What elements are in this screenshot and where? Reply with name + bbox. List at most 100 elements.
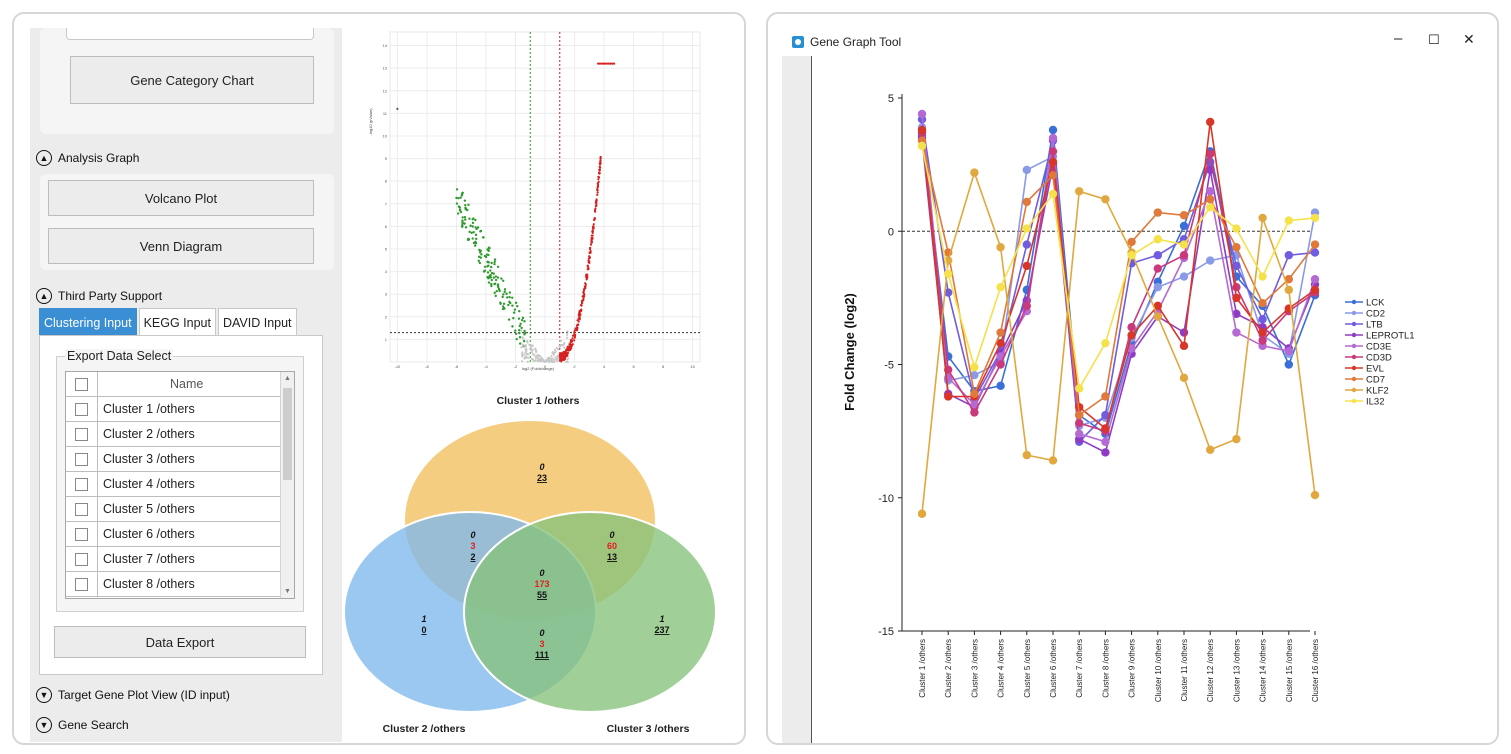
gene-search-header[interactable]: ▼ Gene Search: [36, 717, 129, 733]
data-point[interactable]: [1048, 157, 1058, 167]
scrollbar-thumb[interactable]: [283, 388, 292, 480]
gene-category-chart-button[interactable]: Gene Category Chart: [70, 56, 314, 104]
data-point[interactable]: [1258, 299, 1267, 308]
window-title-bar[interactable]: Gene Graph Tool: [792, 35, 901, 49]
data-point[interactable]: [1127, 237, 1136, 247]
data-point[interactable]: [1048, 147, 1058, 156]
table-row[interactable]: Cluster 6 /others: [66, 522, 280, 547]
row-checkbox[interactable]: [75, 528, 88, 541]
data-point[interactable]: [1179, 373, 1189, 383]
data-point[interactable]: [1075, 418, 1084, 428]
data-point[interactable]: [917, 125, 927, 135]
target-gene-plot-view-header[interactable]: ▼ Target Gene Plot View (ID input): [36, 687, 230, 703]
data-point[interactable]: [1153, 235, 1162, 244]
top-cut-input[interactable]: [66, 28, 314, 40]
data-point[interactable]: [1127, 330, 1136, 340]
row-checkbox[interactable]: [75, 503, 88, 516]
data-point[interactable]: [996, 243, 1005, 252]
data-point[interactable]: [1179, 221, 1189, 231]
data-point[interactable]: [1284, 360, 1293, 369]
data-point[interactable]: [1258, 272, 1267, 281]
scroll-down-icon[interactable]: ▼: [284, 588, 291, 595]
data-point[interactable]: [1284, 216, 1293, 225]
maximize-icon[interactable]: ☐: [1428, 32, 1440, 47]
row-checkbox[interactable]: [75, 403, 88, 416]
data-point[interactable]: [1232, 434, 1241, 444]
series-il32[interactable]: [917, 141, 1320, 393]
data-point[interactable]: [970, 400, 979, 409]
tab-kegg-input[interactable]: KEGG Input: [138, 308, 216, 336]
data-point[interactable]: [917, 109, 927, 119]
data-point[interactable]: [1127, 344, 1136, 353]
data-point[interactable]: [1179, 240, 1189, 249]
data-point[interactable]: [1048, 133, 1058, 143]
data-point[interactable]: [1179, 328, 1189, 337]
data-point[interactable]: [1075, 429, 1084, 438]
third-party-support-header[interactable]: ▲ Third Party Support: [36, 288, 162, 304]
data-point[interactable]: [1101, 195, 1110, 204]
minimize-icon[interactable]: –: [1394, 30, 1403, 47]
data-point[interactable]: [1075, 410, 1084, 420]
data-point[interactable]: [1206, 117, 1215, 127]
data-point[interactable]: [1284, 275, 1293, 284]
data-export-button[interactable]: Data Export: [54, 626, 306, 658]
data-point[interactable]: [1310, 213, 1320, 223]
close-icon[interactable]: ✕: [1463, 31, 1475, 47]
row-checkbox[interactable]: [75, 428, 88, 441]
data-point[interactable]: [1310, 248, 1320, 257]
data-point[interactable]: [1101, 392, 1110, 401]
data-point[interactable]: [1284, 346, 1293, 356]
data-point[interactable]: [970, 362, 979, 372]
data-point[interactable]: [1022, 261, 1031, 271]
data-point[interactable]: [1153, 251, 1162, 260]
data-point[interactable]: [1232, 243, 1241, 252]
data-point[interactable]: [1179, 341, 1189, 351]
data-point[interactable]: [1022, 301, 1031, 311]
table-row[interactable]: Cluster 3 /others: [66, 447, 280, 472]
table-row[interactable]: Cluster 7 /others: [66, 547, 280, 572]
data-point[interactable]: [917, 141, 927, 151]
table-row[interactable]: Cluster 2 /others: [66, 422, 280, 447]
data-point[interactable]: [1153, 283, 1162, 292]
data-point[interactable]: [1153, 264, 1162, 273]
table-row[interactable]: Cluster 1 /others: [66, 397, 280, 422]
data-point[interactable]: [1153, 312, 1162, 321]
series-evl[interactable]: [917, 117, 1320, 433]
data-point[interactable]: [1258, 314, 1267, 324]
data-point[interactable]: [1206, 203, 1215, 212]
data-point[interactable]: [1101, 448, 1110, 457]
data-point[interactable]: [1075, 402, 1084, 412]
data-point[interactable]: [1048, 125, 1058, 135]
data-point[interactable]: [1022, 450, 1031, 460]
data-point[interactable]: [1153, 301, 1162, 311]
data-point[interactable]: [1258, 213, 1267, 223]
series-klf2[interactable]: [917, 168, 1320, 518]
data-point[interactable]: [1232, 261, 1241, 271]
data-point[interactable]: [996, 338, 1005, 348]
row-checkbox[interactable]: [75, 553, 88, 566]
data-point[interactable]: [1284, 251, 1293, 260]
tab-david-input[interactable]: DAVID Input: [217, 308, 297, 336]
data-point[interactable]: [1048, 171, 1058, 180]
data-point[interactable]: [1206, 256, 1215, 265]
row-checkbox[interactable]: [75, 578, 88, 591]
data-point[interactable]: [1101, 437, 1110, 446]
data-point[interactable]: [1310, 275, 1320, 284]
data-point[interactable]: [1075, 384, 1084, 393]
data-point[interactable]: [1022, 224, 1031, 233]
table-scrollbar[interactable]: ▲ ▼: [280, 372, 294, 598]
table-row[interactable]: Cluster 8 /others: [66, 572, 280, 597]
data-point[interactable]: [944, 269, 953, 279]
data-point[interactable]: [1258, 328, 1267, 337]
data-point[interactable]: [970, 389, 979, 399]
data-point[interactable]: [1127, 251, 1136, 260]
data-point[interactable]: [1232, 224, 1241, 233]
data-point[interactable]: [1232, 293, 1241, 303]
data-point[interactable]: [1179, 272, 1189, 281]
data-point[interactable]: [1206, 445, 1215, 454]
data-point[interactable]: [1048, 189, 1058, 199]
data-point[interactable]: [1153, 208, 1162, 217]
data-point[interactable]: [1048, 456, 1058, 465]
data-point[interactable]: [1179, 211, 1189, 220]
data-point[interactable]: [944, 288, 953, 297]
